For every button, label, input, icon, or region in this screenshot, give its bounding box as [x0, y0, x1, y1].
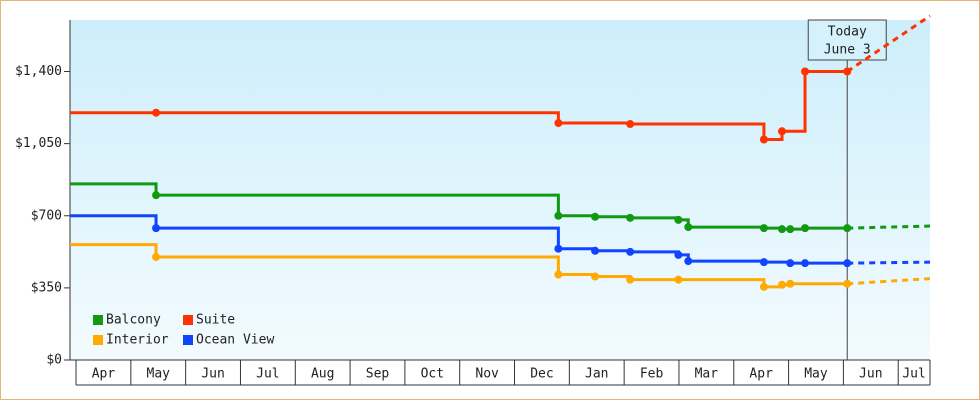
price-point [801, 67, 810, 76]
forecast-line [846, 14, 931, 73]
price-point [801, 224, 810, 233]
x-tick-label: Jul [256, 367, 279, 382]
forecast-line [847, 260, 931, 265]
legend-label: Interior [106, 333, 169, 348]
price-point [591, 246, 600, 255]
plot-area [70, 20, 930, 360]
price-point [786, 225, 795, 234]
price-point [759, 135, 768, 144]
price-point [778, 225, 787, 234]
price-point [554, 270, 563, 279]
x-tick-label: Mar [695, 367, 719, 382]
price-point [786, 279, 795, 288]
price-point [684, 223, 693, 232]
x-tick-label: May [804, 367, 828, 382]
step-segment [70, 243, 158, 257]
price-point [591, 212, 600, 221]
x-tick-label: Apr [749, 367, 773, 382]
price-point [843, 224, 852, 233]
x-tick-label: Oct [421, 367, 444, 382]
price-point [674, 275, 683, 284]
today-label: Today [828, 25, 867, 40]
forecast-line [847, 277, 931, 286]
y-tick-label: $350 [31, 280, 62, 295]
legend-swatch [183, 315, 193, 325]
price-point [674, 215, 683, 224]
x-tick-label: May [147, 367, 171, 382]
price-point [759, 224, 768, 233]
price-point [684, 257, 693, 266]
price-point [626, 120, 635, 129]
legend-label: Suite [196, 313, 235, 328]
price-point [152, 224, 161, 233]
price-point [591, 272, 600, 281]
x-tick-label: Jun [201, 367, 224, 382]
step-segment [156, 255, 560, 275]
x-tick-label: Apr [92, 367, 116, 382]
step-segment [782, 71, 807, 133]
step-segment [70, 214, 158, 229]
price-point [152, 191, 161, 200]
legend-swatch [93, 315, 103, 325]
y-tick-label: $1,400 [15, 64, 62, 79]
price-point [843, 67, 852, 76]
y-tick-label: $0 [46, 353, 62, 368]
x-tick-label: Aug [311, 367, 334, 382]
price-point [759, 258, 768, 267]
legend-swatch [93, 335, 103, 345]
legend-swatch [183, 335, 193, 345]
x-tick-label: Jul [902, 367, 925, 382]
x-tick-label: Sep [366, 367, 390, 382]
price-point [843, 259, 852, 268]
price-point [674, 250, 683, 259]
forecast-line [847, 224, 931, 230]
price-point [554, 211, 563, 220]
price-point [786, 259, 795, 268]
x-tick-label: Nov [475, 367, 499, 382]
x-tick-label: Dec [530, 367, 553, 382]
x-tick-label: Jun [859, 367, 882, 382]
x-tick-label: Jan [585, 367, 608, 382]
price-point [778, 127, 787, 136]
price-point [152, 252, 161, 261]
price-point [152, 108, 161, 117]
today-label: June 3 [824, 43, 871, 58]
step-segment [630, 122, 766, 140]
x-tick-label: Feb [640, 367, 664, 382]
today-box [807, 19, 887, 61]
price-point [778, 280, 787, 289]
step-segment [688, 225, 766, 229]
step-segment [156, 226, 560, 249]
y-tick-label: $700 [31, 208, 62, 223]
step-segment [595, 249, 632, 253]
price-point [843, 279, 852, 288]
price-point [626, 247, 635, 256]
step-segment [688, 259, 766, 263]
legend-label: Balcony [106, 313, 161, 328]
step-segment [156, 193, 560, 216]
price-point [554, 244, 563, 253]
step-segment [558, 121, 632, 125]
price-point [626, 275, 635, 284]
y-tick-label: $1,050 [15, 136, 62, 151]
price-point [759, 282, 768, 291]
step-segment [595, 215, 632, 219]
price-point [626, 213, 635, 222]
step-segment [558, 214, 597, 218]
legend-label: Ocean View [196, 333, 274, 348]
price-point [554, 119, 563, 128]
price-point [801, 259, 810, 268]
